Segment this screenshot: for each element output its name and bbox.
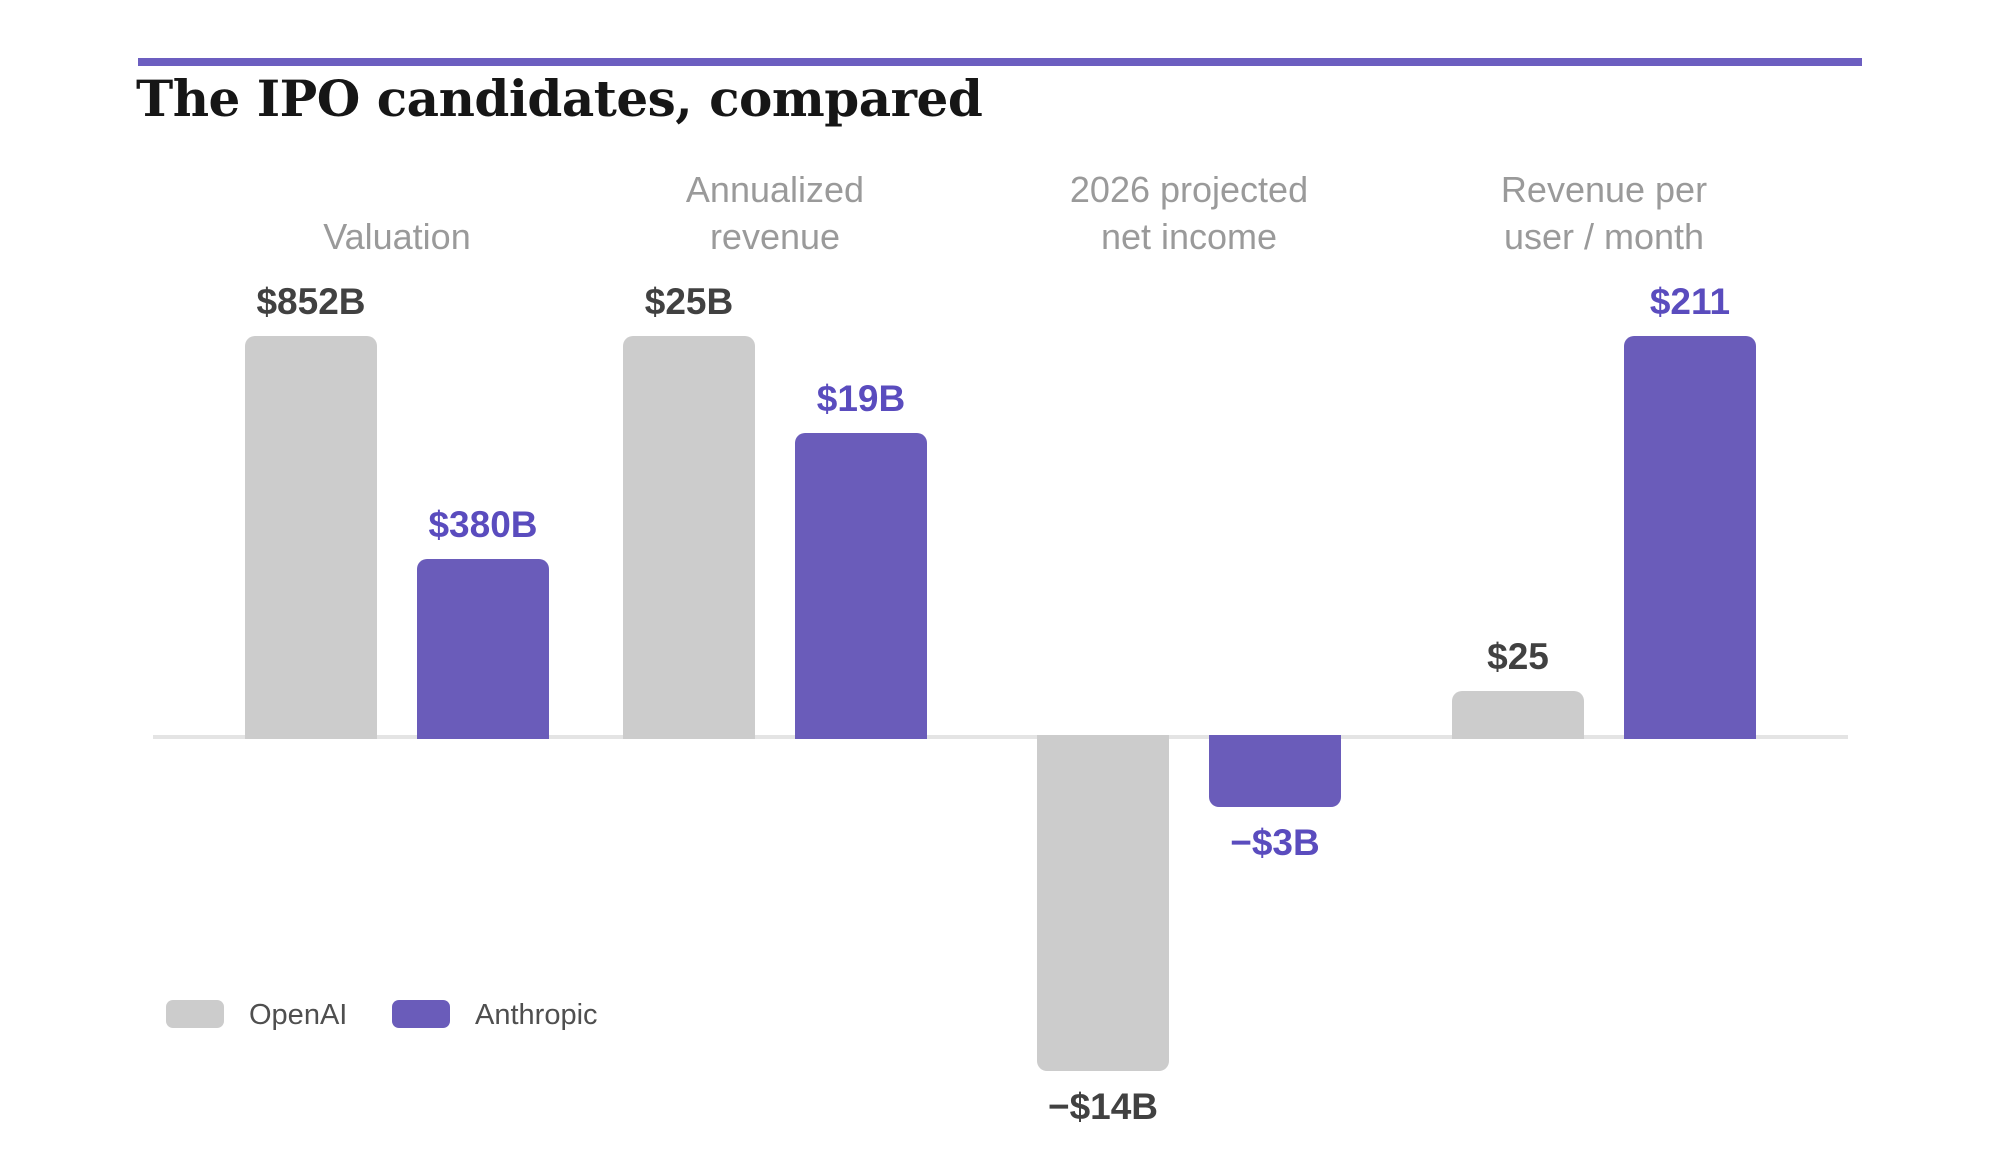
bar-openai-revenue-per-user-month bbox=[1452, 691, 1584, 739]
chart-title: The IPO candidates, compared bbox=[136, 69, 983, 128]
value-label-anthropic-2026-projected-net-income: −$3B bbox=[1230, 822, 1320, 863]
category-label-valuation: Valuation bbox=[323, 216, 471, 257]
zero-baseline bbox=[153, 735, 1848, 739]
value-label-anthropic-revenue-per-user-month: $211 bbox=[1649, 281, 1731, 322]
bar-anthropic-annualized-revenue bbox=[795, 433, 927, 739]
value-label-openai-revenue-per-user-month: $25 bbox=[1487, 636, 1549, 677]
bar-openai-valuation bbox=[245, 336, 377, 739]
legend-label-openai: OpenAI bbox=[249, 999, 348, 1031]
bar-anthropic-2026-projected-net-income bbox=[1209, 735, 1341, 807]
value-label-anthropic-annualized-revenue: $19B bbox=[816, 378, 906, 419]
legend-swatch-openai bbox=[166, 1000, 224, 1028]
value-label-openai-valuation: $852B bbox=[256, 281, 366, 322]
value-label-openai-2026-projected-net-income: −$14B bbox=[1047, 1086, 1159, 1127]
value-label-anthropic-valuation: $380B bbox=[428, 504, 538, 545]
category-label-revenue-per-user-month: Revenue per user / month bbox=[1500, 169, 1708, 257]
value-label-openai-annualized-revenue: $25B bbox=[644, 281, 734, 322]
legend-label-anthropic: Anthropic bbox=[475, 999, 598, 1031]
bar-anthropic-valuation bbox=[417, 559, 549, 739]
category-label-2026-projected-net-income: 2026 projected net income bbox=[1069, 169, 1309, 257]
bar-openai-annualized-revenue bbox=[623, 336, 755, 739]
category-label-annualized-revenue: Annualized revenue bbox=[685, 169, 865, 257]
bar-openai-2026-projected-net-income bbox=[1037, 735, 1169, 1071]
top-accent-rule bbox=[138, 58, 1862, 66]
legend-swatch-anthropic bbox=[392, 1000, 450, 1028]
bar-anthropic-revenue-per-user-month bbox=[1624, 336, 1756, 739]
